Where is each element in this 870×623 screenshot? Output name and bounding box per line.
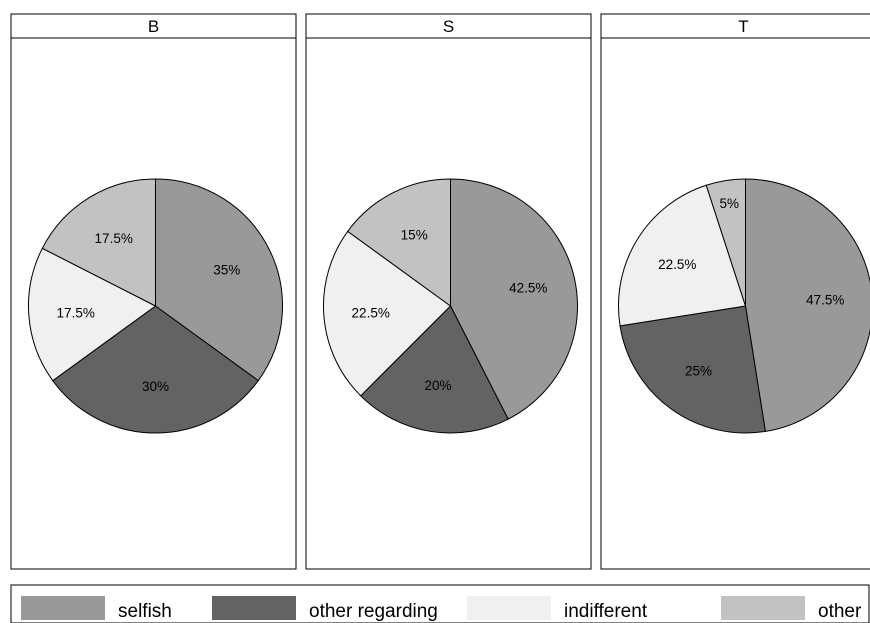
pie-slice-other [705,178,746,307]
facet-panel-s: S 42.5% 20% 22.5% 15% [305,13,592,570]
legend-label: indifferent [564,601,648,622]
pie-slice-other [347,178,451,307]
facet-title: T [738,17,748,36]
slice-label-other-regarding: 25% [685,364,712,379]
pie [28,178,283,434]
pie-slice-other-regarding [52,305,259,434]
pie [618,178,870,434]
legend-label: other regarding [309,601,438,622]
legend-label: other [818,601,862,622]
legend: selfish other regarding indifferent other [10,584,870,623]
legend-item-other: other [721,596,862,622]
slice-label-selfish: 47.5% [806,293,844,308]
legend-swatch [467,596,551,620]
pie-slice-selfish [450,178,578,420]
pie [323,178,578,434]
slice-label-other: 5% [719,196,739,211]
facet-strip [10,13,297,39]
slice-labels: 42.5% 20% 22.5% 15% [352,228,548,393]
pie-slice-selfish [745,178,870,433]
pie-slice-other-regarding [619,305,766,434]
legend-swatch [721,596,805,620]
slice-label-indifferent: 22.5% [352,305,390,320]
slice-labels: 47.5% 25% 22.5% 5% [658,196,844,379]
facet-strip [600,13,870,39]
legend-swatch [212,596,296,620]
pie-slice-other [41,178,156,307]
legend-item-other-regarding: other regarding [212,596,438,622]
pie-slice-selfish [155,178,283,382]
pie-slice-indifferent [28,247,157,382]
slice-label-indifferent: 17.5% [57,305,95,320]
slice-label-other-regarding: 30% [142,379,169,394]
facet-panel-t: T 47.5% 25% 22.5% 5% [600,13,870,570]
legend-item-indifferent: indifferent [467,596,648,622]
facet-title: S [443,17,454,36]
slice-label-other: 17.5% [95,231,133,246]
legend-swatch [21,596,105,620]
facet-panels: B 35% 30% 17.5% 17.5% S 42.5% 20% 22.5% 15% T 47.5%… [10,13,870,570]
facet-title: B [148,17,159,36]
slice-label-selfish: 42.5% [509,280,547,295]
slice-label-other-regarding: 20% [424,378,451,393]
slice-label-indifferent: 22.5% [658,257,696,272]
slice-label-other: 15% [401,228,428,243]
pie-slice-indifferent [323,230,452,397]
legend-label: selfish [118,601,172,622]
slice-label-selfish: 35% [213,263,240,278]
slice-labels: 35% 30% 17.5% 17.5% [57,231,241,394]
pie-slice-indifferent [618,184,747,327]
pie-slice-other-regarding [359,305,509,434]
facet-panel-b: B 35% 30% 17.5% 17.5% [10,13,297,570]
legend-item-selfish: selfish [21,596,172,622]
facet-strip [305,13,592,39]
